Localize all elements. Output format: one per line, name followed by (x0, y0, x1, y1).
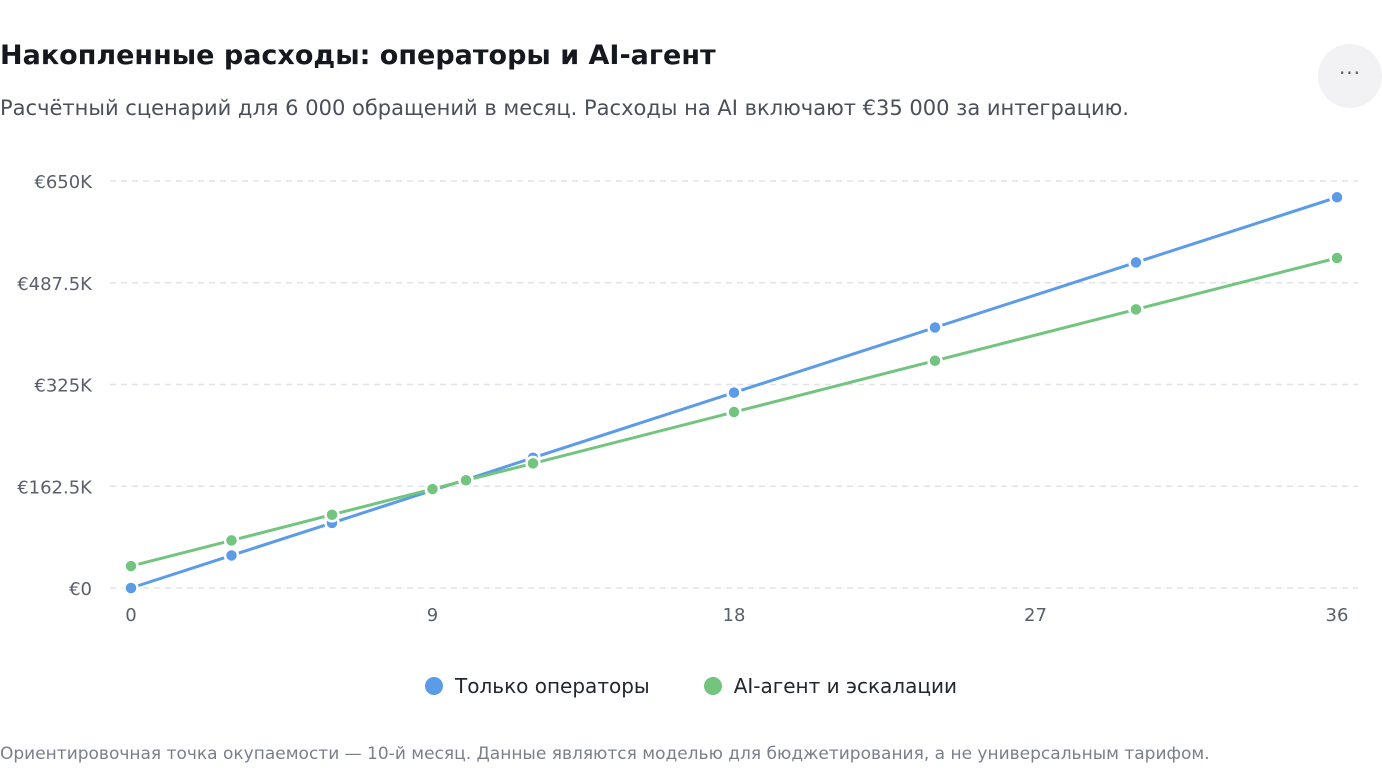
legend-item-ai-agent[interactable]: AI-агент и эскалации (703, 674, 957, 698)
series-point-1 (1329, 250, 1345, 266)
more-options-button[interactable]: ··· (1318, 44, 1382, 108)
y-tick-label: €325K (34, 376, 93, 397)
y-tick-label: €650K (34, 172, 93, 193)
y-tick-label: €0 (69, 579, 92, 600)
series-point-0 (223, 547, 240, 564)
series-point-1 (458, 472, 474, 489)
line-chart: €0 €162.5K €325K €487.5K €650K 0 9 18 27 36 (17, 172, 1358, 626)
legend-item-operators[interactable]: Только операторы (425, 674, 650, 698)
series-point-1 (223, 532, 240, 549)
series-point-0 (1128, 254, 1144, 271)
chart-legend: Только операторы AI-агент и эскалации (0, 674, 1382, 698)
y-tick-label: €162.5K (17, 477, 93, 498)
series-point-0 (726, 384, 742, 401)
chart-footnote: Ориентировочная точка окупаемости — 10-й… (0, 744, 1210, 764)
series-point-0 (123, 580, 139, 596)
series-point-0 (1329, 189, 1345, 206)
series-point-1 (1128, 301, 1144, 318)
x-tick-label: 18 (723, 605, 746, 626)
legend-swatch-operators (425, 677, 444, 695)
series-point-1 (324, 506, 340, 523)
chart-subtitle: Расчётный сценарий для 6 000 обращений в… (0, 96, 1129, 120)
series-point-1 (424, 481, 441, 497)
legend-label-ai-agent: AI-агент и эскалации (733, 674, 957, 698)
series-point-1 (726, 404, 742, 420)
legend-label-operators: Только операторы (455, 674, 650, 698)
x-tick-label: 36 (1326, 605, 1349, 626)
chart-title: Накопленные расходы: операторы и AI-аген… (0, 40, 716, 71)
more-horizontal-icon: ··· (1338, 61, 1362, 85)
x-tick-label: 27 (1024, 605, 1047, 626)
series-point-1 (927, 352, 943, 369)
series-point-1 (123, 558, 139, 574)
legend-swatch-ai-agent (703, 677, 722, 695)
series-point-1 (525, 455, 541, 472)
x-tick-label: 9 (427, 605, 438, 626)
series-line-1 (129, 256, 1339, 568)
series-point-0 (927, 319, 943, 336)
x-tick-label: 0 (125, 605, 136, 626)
y-tick-label: €487.5K (17, 274, 93, 295)
series-line-0 (129, 195, 1339, 590)
